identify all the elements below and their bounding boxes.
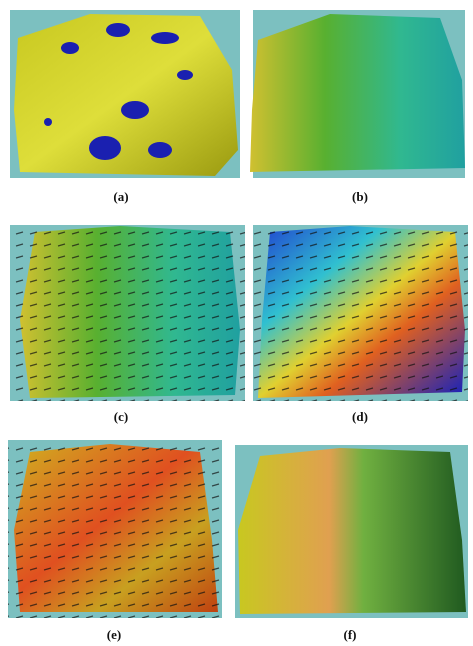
panel-label: (b) [352,189,368,204]
figure: (a) (b) (c) (d) (e) (f) [0,0,473,646]
panel-label: (f) [344,627,357,642]
page: {"panels": [{"label": "(a)"}, {"label": … [0,0,473,646]
vector-field [10,225,245,401]
panel-d [253,225,468,401]
panel-b [250,10,465,178]
surface [14,14,238,176]
panel-a [10,10,240,178]
panel-label: (a) [113,189,128,204]
panel-c [10,225,245,401]
panel-label: (e) [107,627,121,642]
panel-e [8,440,222,618]
vector-field [8,440,222,618]
panel-label: (c) [114,409,128,424]
surface [250,14,465,172]
surface [238,448,466,614]
panel-label: (d) [352,409,368,424]
vector-field [253,225,468,401]
panel-f [235,445,468,618]
